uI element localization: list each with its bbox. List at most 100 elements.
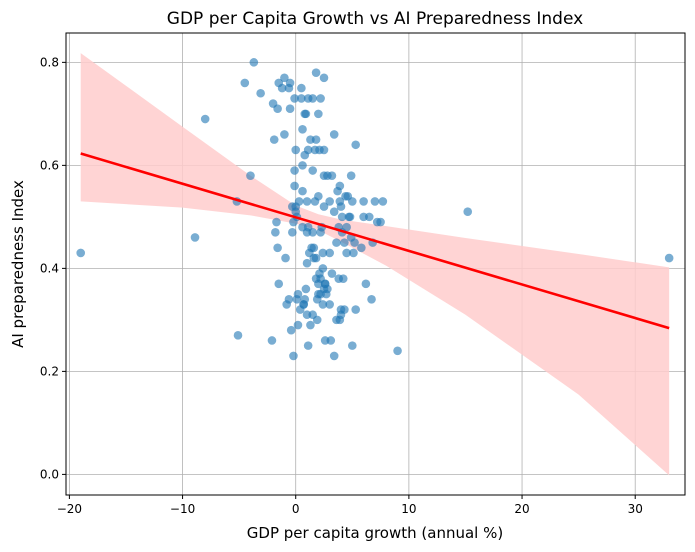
x-tick-label: 10: [401, 502, 416, 516]
y-axis-label: AI preparedness Index: [9, 180, 27, 348]
data-point: [351, 305, 360, 314]
data-point: [308, 166, 317, 175]
data-point: [273, 243, 282, 253]
data-point: [280, 73, 289, 83]
data-point: [314, 191, 323, 201]
data-point: [293, 289, 303, 299]
data-point: [249, 58, 259, 67]
data-point: [246, 171, 255, 180]
data-point: [280, 130, 289, 139]
data-point: [233, 331, 243, 340]
data-point: [326, 336, 336, 345]
data-point: [364, 212, 374, 222]
data-point: [267, 336, 277, 345]
ticks-layer: −20 −10 0 10 20 30 0.0 0.2 0.4 0.6 0.8: [40, 55, 643, 516]
y-tick-label: 0.6: [40, 158, 59, 172]
x-tick-label: 30: [628, 502, 643, 516]
data-point: [318, 300, 328, 309]
data-point: [346, 171, 356, 180]
data-point: [335, 181, 345, 191]
data-point: [301, 284, 311, 294]
data-point: [325, 197, 334, 206]
chart-title: GDP per Capita Growth vs AI Preparedness…: [167, 9, 583, 29]
data-point: [319, 145, 329, 155]
data-point: [348, 341, 357, 350]
data-point: [303, 145, 313, 155]
data-point: [325, 248, 334, 258]
data-point: [350, 238, 359, 247]
grid-layer: [66, 33, 685, 495]
data-point: [316, 94, 325, 103]
data-point: [300, 294, 310, 304]
data-point: [348, 197, 357, 206]
data-point: [664, 253, 674, 263]
data-point: [309, 243, 319, 253]
data-point: [340, 238, 349, 247]
data-point: [291, 145, 301, 155]
data-point: [285, 104, 295, 114]
data-point: [340, 305, 349, 314]
data-point: [298, 125, 307, 134]
data-point: [327, 171, 337, 180]
data-point: [357, 243, 366, 253]
data-point: [351, 140, 360, 150]
data-point: [329, 207, 339, 217]
confidence-band-layer: [80, 53, 670, 476]
data-point: [277, 83, 287, 93]
data-point: [349, 248, 358, 258]
data-point: [338, 274, 348, 283]
data-point: [327, 269, 337, 278]
data-point: [271, 228, 280, 237]
data-point: [289, 351, 298, 361]
data-point: [303, 341, 313, 350]
data-point: [370, 197, 380, 206]
data-point: [273, 104, 282, 114]
regression-line-layer: [80, 152, 670, 330]
data-point: [319, 202, 329, 211]
data-point: [318, 248, 328, 258]
x-tick-label: −10: [170, 502, 195, 516]
data-point: [293, 320, 303, 330]
plot-frame: [65, 32, 686, 496]
data-point: [312, 315, 322, 325]
data-point: [342, 222, 351, 232]
data-point: [294, 197, 304, 206]
data-point: [306, 320, 315, 330]
confidence-band: [80, 53, 670, 476]
data-point: [378, 197, 388, 206]
data-point: [281, 253, 290, 263]
data-point: [240, 78, 250, 88]
y-tick-label: 0.2: [40, 364, 59, 378]
data-point: [274, 279, 284, 289]
data-point: [297, 83, 306, 93]
data-point: [325, 300, 334, 309]
data-point: [190, 233, 200, 242]
data-point: [337, 212, 347, 222]
data-point: [302, 197, 312, 206]
data-point: [290, 166, 299, 175]
data-point: [323, 284, 332, 294]
data-point: [345, 212, 355, 222]
data-point: [329, 351, 339, 361]
data-point: [256, 88, 265, 98]
data-point: [342, 248, 351, 258]
data-point: [288, 228, 297, 237]
data-point: [376, 217, 385, 227]
data-point: [311, 135, 321, 144]
y-tick-label: 0.4: [40, 261, 59, 275]
y-tick-label: 0.8: [40, 55, 59, 69]
points-layer: [76, 58, 674, 361]
data-point: [286, 325, 296, 335]
data-point: [298, 161, 307, 170]
data-point: [290, 181, 299, 191]
data-point: [311, 253, 321, 263]
data-point: [318, 264, 328, 273]
data-point: [336, 202, 346, 211]
data-point: [284, 294, 294, 304]
data-point: [361, 279, 371, 289]
regression-line: [80, 152, 670, 330]
x-tick-label: −20: [57, 502, 82, 516]
data-point: [332, 238, 341, 247]
